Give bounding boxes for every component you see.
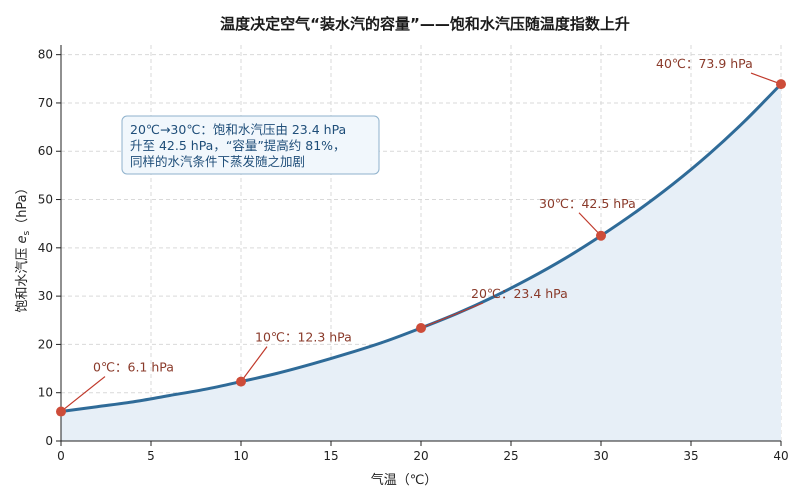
x-tick-label: 0	[57, 449, 65, 463]
y-axis-label-main: 饱和水汽压	[15, 244, 30, 313]
y-tick-label: 50	[38, 193, 53, 207]
data-point	[416, 322, 426, 333]
point-annotation-line	[750, 72, 782, 85]
y-axis-label-sub: s	[22, 231, 32, 236]
x-tick-label: 20	[413, 449, 428, 463]
data-points	[56, 79, 786, 417]
chart-title: 温度决定空气“装水汽的容量”——饱和水汽压随温度指数上升	[220, 15, 630, 33]
x-tick-label: 30	[593, 449, 608, 463]
x-tick-label: 35	[683, 449, 698, 463]
data-point	[596, 230, 606, 241]
y-axis-label-var: e	[15, 236, 30, 244]
x-tick-label: 10	[233, 449, 248, 463]
y-tick-label: 10	[38, 386, 53, 400]
point-annotation-label: 30℃：42.5 hPa	[539, 196, 636, 211]
annotation-line-3: 同样的水汽条件下蒸发随之加剧	[130, 154, 305, 169]
point-annotation-label: 10℃：12.3 hPa	[255, 330, 352, 345]
y-tick-label: 20	[38, 337, 53, 351]
data-point	[56, 406, 66, 417]
x-axis-label: 气温（℃）	[371, 472, 438, 488]
y-tick-label: 30	[38, 289, 53, 303]
x-tick-label: 40	[773, 449, 788, 463]
area-under-curve	[61, 84, 781, 442]
point-annotations: 0℃：6.1 hPa 10℃：12.3 hPa 20℃：23.4 hPa 30℃：42…	[60, 56, 782, 413]
x-tick-label: 15	[323, 449, 338, 463]
point-annotation-line	[240, 346, 268, 382]
y-tick-label: 60	[38, 144, 53, 158]
point-annotation-label: 40℃：73.9 hPa	[656, 56, 753, 71]
y-axis-label-unit: （hPa）	[15, 181, 30, 230]
x-tick-label: 5	[147, 449, 155, 463]
point-annotation-label: 0℃：6.1 hPa	[93, 360, 174, 375]
annotation-box-frame	[121, 115, 380, 175]
y-axis-label: 饱和水汽压 es（hPa）	[15, 181, 32, 312]
annotation-line-2: 升至 42.5 hPa，“容量”提高约 81%，	[130, 138, 346, 153]
axes: 0 5 10 15 20 25 30 35 40 0 10 20 30 40 50 60 70 80	[38, 45, 789, 463]
data-point	[236, 376, 246, 387]
point-annotation-line	[60, 376, 106, 413]
y-tick-label: 80	[38, 48, 53, 62]
data-point	[776, 79, 786, 90]
y-tick-label: 70	[38, 96, 53, 110]
point-annotation-line	[578, 212, 602, 237]
point-annotation-label: 20℃：23.4 hPa	[471, 286, 568, 301]
point-annotation-line	[420, 302, 484, 329]
y-tick-label: 40	[38, 241, 53, 255]
y-tick-label: 0	[45, 434, 53, 448]
x-tick-label: 25	[503, 449, 518, 463]
annotation-line-1: 20℃→30℃：饱和水汽压由 23.4 hPa	[130, 122, 346, 137]
annotation-box: 20℃→30℃：饱和水汽压由 23.4 hPa 升至 42.5 hPa，“容量”…	[121, 115, 380, 175]
